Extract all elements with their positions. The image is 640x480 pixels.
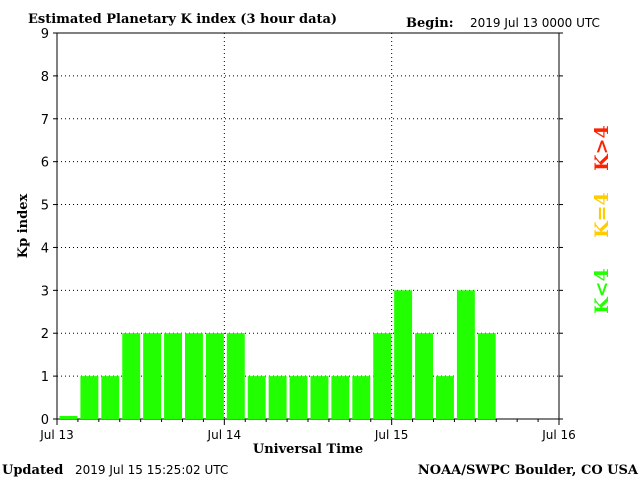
y-tick-label: 8 xyxy=(41,70,49,85)
x-tick-label: Jul 13 xyxy=(39,428,74,442)
kp-bar xyxy=(122,333,141,419)
legend-k-greater-4: K>4 xyxy=(591,125,613,171)
kp-bar xyxy=(226,333,245,419)
kp-bar xyxy=(268,376,287,419)
x-tick-label: Jul 16 xyxy=(541,428,576,442)
kp-bar xyxy=(164,333,182,419)
x-tick-label: Jul 15 xyxy=(374,428,409,442)
kp-bar xyxy=(436,376,454,419)
y-tick-label: 9 xyxy=(41,27,49,42)
y-axis-label: Kp index xyxy=(16,194,31,259)
kp-bar xyxy=(456,290,475,419)
updated-value: 2019 Jul 15 15:25:02 UTC xyxy=(75,463,228,477)
y-axis: 0 1 2 3 4 5 6 7 8 9 xyxy=(41,27,563,428)
kp-bar xyxy=(59,415,78,419)
legend-k-less-4: K<4 xyxy=(591,268,613,314)
kp-bar xyxy=(415,333,433,419)
kp-bar xyxy=(477,333,496,419)
kp-bar xyxy=(247,376,266,419)
kp-bar xyxy=(143,333,162,419)
y-tick-label: 0 xyxy=(41,413,49,428)
plot-area xyxy=(56,32,560,420)
legend-k-equal-4: K=4 xyxy=(591,192,613,238)
y-tick-label: 7 xyxy=(41,113,49,128)
kp-bar xyxy=(373,333,392,419)
begin-value: 2019 Jul 13 0000 UTC xyxy=(470,16,600,30)
kp-bar xyxy=(352,376,371,419)
x-axis-label: Universal Time xyxy=(253,442,363,457)
credit: NOAA/SWPC Boulder, CO USA xyxy=(418,463,639,478)
y-tick-label: 1 xyxy=(41,370,49,385)
kp-bar xyxy=(331,376,350,419)
kp-bar xyxy=(310,376,329,419)
y-tick-label: 4 xyxy=(41,241,49,256)
y-tick-label: 2 xyxy=(41,327,49,342)
begin-label: Begin: xyxy=(406,16,454,31)
grid-lines xyxy=(57,33,559,419)
kp-bar xyxy=(101,376,120,419)
x-axis: Jul 13 Jul 14 Jul 15 Jul 16 xyxy=(39,419,576,442)
y-tick-label: 3 xyxy=(41,284,49,299)
y-tick-label: 5 xyxy=(41,199,49,214)
kp-bar xyxy=(80,376,99,419)
kp-bar xyxy=(185,333,203,419)
y-tick-label: 6 xyxy=(41,156,49,171)
bars-group xyxy=(59,290,496,419)
x-tick-label: Jul 14 xyxy=(207,428,242,442)
updated-label: Updated xyxy=(2,463,63,478)
kp-bar xyxy=(394,290,413,419)
kp-bar xyxy=(289,376,308,419)
kp-bar xyxy=(205,333,224,419)
chart-title: Estimated Planetary K index (3 hour data… xyxy=(28,12,337,27)
